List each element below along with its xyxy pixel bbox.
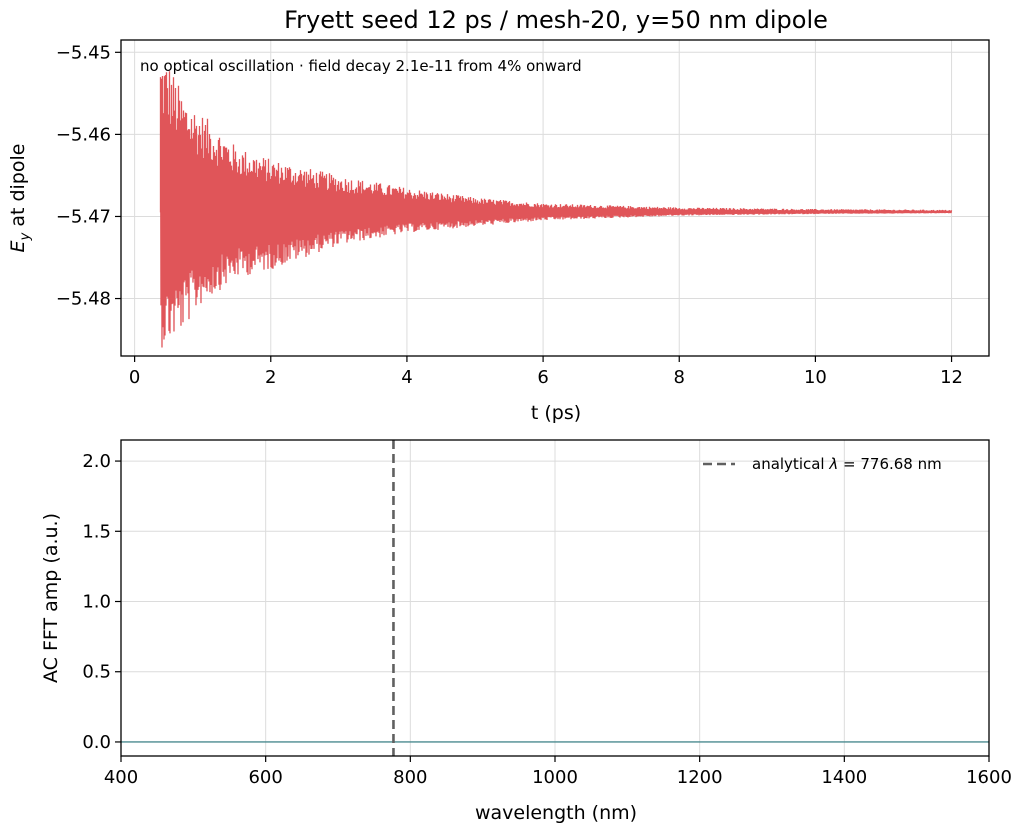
bottom-x-tick-label: 400	[104, 767, 138, 788]
chart-title: Fryett seed 12 ps / mesh-20, y=50 nm dip…	[284, 6, 828, 34]
y-label-subscript: y	[18, 232, 33, 241]
bottom-x-tick-label: 1200	[677, 767, 723, 788]
spectrum-chart: 400 600 800 1000 1200 1400 1600 0.0 0.5 1.0 1.5 2.…	[40, 439, 1012, 824]
bottom-series	[121, 440, 989, 756]
bottom-x-tick-label: 800	[393, 767, 427, 788]
bottom-y-ticks: 0.0 0.5 1.0 1.5 2.0	[82, 451, 121, 753]
bottom-y-tick-label: 0.5	[82, 662, 111, 683]
bottom-x-tick-label: 1400	[821, 767, 867, 788]
legend-label-symbol: λ	[828, 455, 838, 473]
top-series	[159, 71, 953, 348]
top-plot-frame	[120, 39, 990, 357]
top-y-ticks: −5.45 −5.46 −5.47 −5.48	[56, 42, 121, 310]
top-x-ticks: 0 2 4 6 8 10 12	[129, 356, 963, 388]
annotation-text: no optical oscillation · field decay 2.1…	[140, 57, 582, 75]
bottom-x-ticks: 400 600 800 1000 1200 1400 1600	[104, 756, 1012, 788]
legend-label: analytical λ = 776.68 nm	[752, 455, 942, 473]
bottom-x-tick-label: 1600	[966, 767, 1012, 788]
bottom-x-tick-label: 1000	[532, 767, 578, 788]
y-label-rest: at dipole	[7, 144, 29, 233]
legend-label-prefix: analytical	[752, 455, 829, 473]
legend: analytical λ = 776.68 nm	[703, 455, 942, 473]
top-y-axis-label: Ey at dipole	[7, 144, 33, 253]
top-y-tick-label: −5.45	[56, 42, 111, 63]
top-x-tick-label: 0	[129, 367, 140, 388]
bottom-x-tick-label: 600	[248, 767, 282, 788]
top-y-tick-label: −5.47	[56, 206, 111, 227]
top-x-tick-label: 12	[940, 367, 963, 388]
ey-signal-line	[159, 71, 953, 348]
top-x-tick-label: 4	[401, 367, 412, 388]
bottom-y-tick-label: 0.0	[82, 732, 111, 753]
bottom-y-tick-label: 1.0	[82, 592, 111, 613]
time-domain-chart: Fryett seed 12 ps / mesh-20, y=50 nm dip…	[7, 6, 990, 424]
top-y-tick-label: −5.46	[56, 124, 111, 145]
top-x-axis-label: t (ps)	[531, 402, 581, 424]
bottom-y-tick-label: 2.0	[82, 451, 111, 472]
top-x-tick-label: 10	[804, 367, 827, 388]
legend-label-suffix: = 776.68 nm	[838, 455, 941, 473]
bottom-x-axis-label: wavelength (nm)	[475, 802, 637, 824]
top-x-tick-label: 6	[537, 367, 548, 388]
top-y-tick-label: −5.48	[56, 289, 111, 310]
top-x-tick-label: 8	[674, 367, 685, 388]
top-x-tick-label: 2	[265, 367, 276, 388]
bottom-y-axis-label: AC FFT amp (a.u.)	[40, 513, 62, 683]
y-label-symbol: E	[7, 240, 29, 252]
bottom-y-tick-label: 1.5	[82, 521, 111, 542]
